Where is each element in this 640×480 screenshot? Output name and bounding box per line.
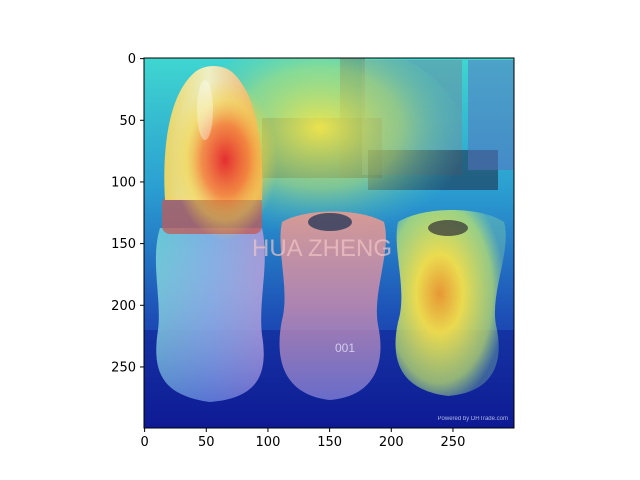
bottle-number-text: 001 <box>335 341 355 355</box>
x-tick-label: 200 <box>379 435 404 450</box>
axes-frame <box>143 57 515 429</box>
middle-cup <box>279 211 386 400</box>
right-cup <box>395 210 506 396</box>
x-axis-ticks: 0 50 100 150 200 250 <box>140 428 465 450</box>
y-tick-label: 250 <box>111 360 136 375</box>
y-tick-label: 0 <box>128 52 136 67</box>
photo-watermark: HUA ZHENG <box>252 235 392 262</box>
y-tick-label: 200 <box>111 299 136 314</box>
y-tick-label: 150 <box>111 237 136 252</box>
x-tick-label: 100 <box>256 435 281 450</box>
x-tick-label: 0 <box>140 435 148 450</box>
y-axis-ticks: 0 50 100 150 200 250 <box>111 52 144 375</box>
left-bottle <box>155 66 277 402</box>
corner-credit-text: Powered by DHTrade.com <box>438 416 508 422</box>
y-tick-label: 100 <box>111 175 136 190</box>
x-tick-label: 150 <box>317 435 342 450</box>
x-tick-label: 50 <box>198 435 215 450</box>
x-tick-label: 250 <box>441 435 466 450</box>
y-tick-label: 50 <box>119 114 136 129</box>
heatmap-image: HUA ZHENG 001 Powered by DHTrade.com <box>144 58 514 428</box>
